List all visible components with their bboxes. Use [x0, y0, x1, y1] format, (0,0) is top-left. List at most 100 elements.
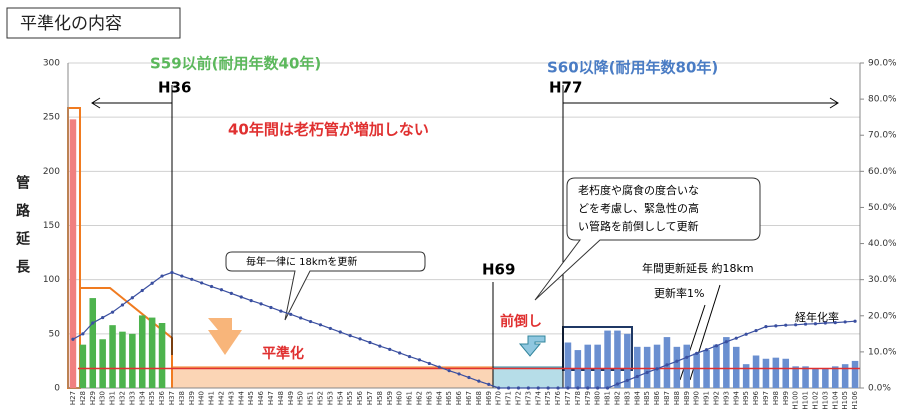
x-tick-label: H47 — [267, 391, 275, 405]
annotation: どを考慮し、緊急性の高 — [578, 201, 699, 215]
line-marker — [526, 386, 530, 390]
line-marker — [744, 332, 748, 336]
line-marker — [269, 305, 273, 310]
x-tick-label: H41 — [208, 391, 216, 405]
chart-title: 平準化の内容 — [20, 14, 122, 34]
line-marker — [516, 386, 521, 390]
x-tick-label: H84 — [633, 390, 641, 405]
bar — [138, 315, 146, 388]
line-marker — [754, 328, 758, 333]
y-tick-label: 200 — [43, 167, 60, 177]
line-marker — [388, 347, 392, 351]
line-marker — [596, 386, 600, 390]
y2-tick-label: 50.0% — [868, 203, 897, 213]
line-marker — [219, 288, 224, 292]
line-marker — [348, 334, 352, 338]
x-tick-label: H77 — [564, 391, 572, 405]
line-marker — [536, 386, 540, 390]
x-tick-label: H83 — [623, 391, 631, 405]
annotation: 平準化 — [262, 345, 304, 362]
y-tick-label: 100 — [43, 275, 60, 285]
x-tick-label: H81 — [604, 391, 612, 405]
x-tick-label: H95 — [742, 391, 750, 405]
line-marker — [813, 322, 818, 326]
x-tick-label: H46 — [257, 390, 265, 405]
x-tick-label: H34 — [138, 390, 146, 405]
x-tick-label: H93 — [722, 391, 730, 405]
bar — [643, 346, 651, 388]
line-marker — [249, 299, 253, 303]
line-marker — [229, 291, 233, 295]
x-tick-label: H36 — [158, 390, 166, 405]
annotation: S59以前(耐用年数40年) — [150, 55, 321, 73]
line-marker — [546, 386, 550, 390]
x-tick-label: H43 — [227, 391, 235, 405]
bar — [841, 364, 849, 388]
x-tick-label: H106 — [851, 390, 859, 409]
line-marker — [338, 330, 342, 334]
annotation: い管路を前倒しして更新 — [578, 219, 699, 233]
x-tick-label: H67 — [465, 391, 473, 405]
annotation: 更新率1% — [654, 286, 704, 300]
line-marker — [150, 281, 154, 285]
y2-tick-label: 20.0% — [868, 311, 897, 321]
bar — [99, 339, 106, 388]
bar — [129, 333, 136, 388]
x-tick-label: H59 — [386, 391, 394, 405]
bar — [594, 344, 601, 388]
line-marker — [784, 323, 788, 327]
line-marker — [427, 361, 431, 366]
x-tick-label: H76 — [554, 390, 562, 405]
x-tick-label: H49 — [287, 391, 295, 405]
bar — [158, 323, 166, 388]
x-tick-label: H101 — [802, 391, 810, 410]
y-tick-label: 150 — [43, 221, 60, 231]
line-marker — [407, 354, 412, 359]
bar — [653, 344, 661, 388]
x-tick-label: H65 — [445, 391, 453, 405]
line-marker — [378, 344, 382, 348]
advance-band — [492, 366, 564, 389]
line-marker — [110, 310, 115, 314]
x-tick-label: H35 — [148, 391, 156, 405]
x-tick-label: H69 — [485, 391, 493, 405]
annotation: 経年化率 — [795, 310, 839, 324]
x-tick-label: H103 — [821, 391, 829, 410]
x-tick-label: H53 — [326, 391, 334, 405]
bar — [148, 317, 156, 388]
line-marker — [91, 321, 95, 325]
callout-box — [534, 177, 761, 301]
line-marker — [823, 321, 827, 325]
x-tick-label: H55 — [346, 391, 354, 405]
line-marker — [566, 386, 570, 390]
bar — [69, 119, 77, 388]
x-tick-label: H54 — [336, 390, 344, 405]
x-tick-label: H37 — [168, 391, 176, 405]
annotation: S60以降(耐用年数80年) — [547, 59, 718, 77]
y2-tick-label: 40.0% — [868, 239, 897, 249]
x-tick-label: H87 — [663, 391, 671, 405]
x-tick-label: H82 — [613, 391, 621, 405]
x-tick-label: H99 — [782, 391, 790, 405]
line-marker — [605, 386, 610, 390]
annotation: H69 — [482, 261, 515, 279]
x-tick-label: H88 — [673, 391, 681, 405]
x-tick-label: H48 — [277, 391, 285, 405]
annotation: 前倒し — [500, 313, 542, 330]
line-marker — [180, 274, 184, 278]
bar — [802, 366, 809, 388]
x-tick-label: H60 — [396, 391, 404, 405]
bar — [752, 355, 760, 388]
x-tick-label: H102 — [811, 391, 819, 410]
bar — [614, 330, 621, 388]
arrow-head — [91, 97, 101, 109]
x-tick-label: H80 — [594, 391, 602, 405]
x-tick-label: H89 — [683, 391, 691, 405]
line-marker — [576, 386, 580, 390]
annotation: H36 — [158, 79, 191, 97]
x-tick-label: H90 — [693, 391, 701, 405]
line-marker — [239, 295, 243, 299]
bar — [762, 358, 770, 388]
line-marker — [81, 332, 85, 336]
